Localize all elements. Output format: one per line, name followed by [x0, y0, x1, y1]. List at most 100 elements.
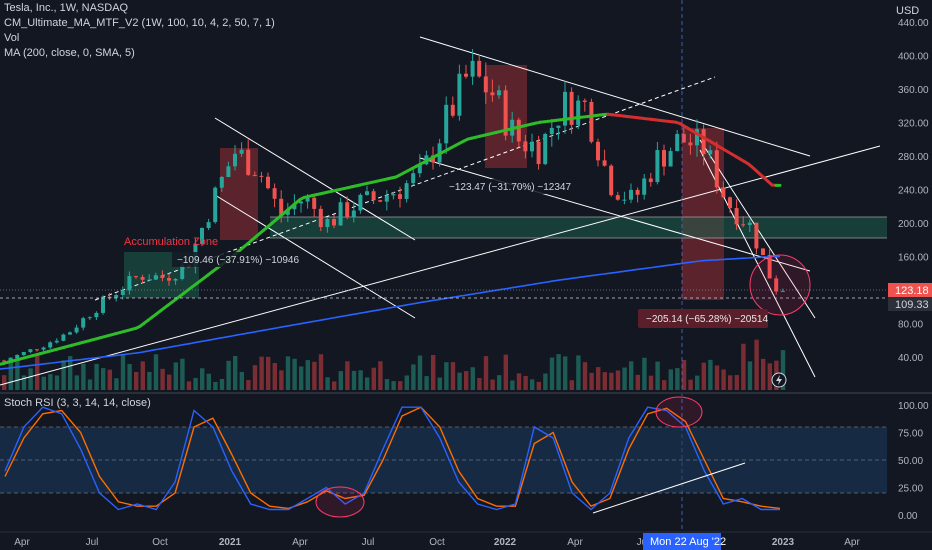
currency-label: USD [896, 5, 919, 17]
volume-bar [74, 375, 79, 390]
volume-bar [134, 371, 139, 390]
volume-bar [734, 375, 739, 390]
volume-bar [61, 360, 66, 390]
crosshair-date-badge [643, 533, 721, 550]
volume-bar [378, 361, 383, 390]
candle-body [180, 264, 185, 280]
volume-bar [457, 372, 462, 390]
trendline-long-support [0, 145, 881, 386]
price-tick-label: 320.00 [898, 119, 929, 130]
candle-body [536, 141, 541, 165]
drop1-label: −109.46 (−37.91%) −10946 [177, 255, 299, 266]
circle-rsi-low [315, 486, 365, 518]
volume-bar [681, 359, 687, 390]
candle-body [325, 219, 330, 228]
volume-bar [160, 368, 165, 390]
candle-body [61, 334, 66, 341]
legend-stoch-rsi[interactable]: Stoch RSI (3, 3, 14, 14, close) [4, 397, 151, 409]
candle-body [87, 317, 92, 319]
volume-bar [728, 375, 733, 390]
volume-bar [219, 378, 225, 390]
price-tick-label: 80.00 [898, 320, 923, 331]
ma200-line [0, 255, 780, 370]
candle-body [701, 129, 706, 155]
price-tick-label: 200.00 [898, 219, 929, 230]
volume-bar [180, 358, 185, 390]
volume-bar [246, 380, 251, 390]
price-tick-label: 280.00 [898, 152, 929, 163]
candle-body [140, 277, 145, 280]
volume-bar [602, 372, 607, 390]
volume-bar [48, 374, 53, 390]
candle-body [292, 203, 297, 210]
volume-bar [186, 381, 192, 390]
candle-body [246, 149, 251, 175]
rsi-axis[interactable]: 0.00 25.00 50.00 75.00 100.00 [898, 401, 929, 522]
volume-bar [233, 355, 238, 390]
volume-bar [120, 354, 126, 390]
price-tick-label: 240.00 [898, 186, 929, 197]
low-price-badge [888, 297, 932, 311]
volume-bar [285, 356, 291, 390]
volume-bar [2, 375, 7, 390]
time-tick-label: Jul [86, 537, 99, 548]
price-tick-label: 440.00 [898, 18, 929, 29]
candle-body [754, 222, 759, 249]
volume-bar [576, 355, 581, 390]
volume-bar [629, 361, 634, 390]
volume-bar [424, 376, 429, 390]
candle-body [503, 90, 508, 136]
volume-bar [21, 375, 27, 390]
volume-bar [167, 374, 172, 390]
candle-body [497, 90, 501, 96]
candle-body [490, 92, 495, 96]
candle-body [747, 222, 752, 226]
legend-indicator-ma200[interactable]: MA (200, close, 0, SMA, 5) [4, 47, 135, 59]
time-tick-label: Oct [152, 537, 168, 548]
candle-body [450, 104, 455, 116]
volume-bar [8, 357, 13, 390]
candle-body [741, 224, 746, 226]
legend-symbol[interactable]: Tesla, Inc., 1W, NASDAQ [4, 2, 129, 14]
volume-bar [668, 369, 673, 390]
time-tick-label: Apr [567, 537, 583, 548]
price-tick-label: 400.00 [898, 52, 929, 63]
candle-body [774, 278, 779, 292]
rsi-tick-label: 25.00 [898, 484, 923, 495]
time-tick-label: 2021 [219, 537, 242, 548]
candle-body [345, 202, 350, 218]
volume-bar [226, 360, 231, 390]
volume-bar [35, 354, 40, 390]
candle-body [391, 194, 396, 196]
volume-bar [761, 358, 766, 390]
legend-indicator-ultimate-ma[interactable]: CM_Ultimate_MA_MTF_V2 (1W, 100, 10, 4, 2… [4, 17, 275, 29]
candle-body [549, 127, 554, 134]
candle-body [563, 91, 567, 126]
volume-bar [398, 381, 403, 390]
volume-bar [68, 356, 73, 390]
drop3-label-bg [638, 309, 768, 328]
candle-body [134, 276, 138, 278]
volume-bar [780, 350, 786, 390]
candle-body [384, 195, 389, 202]
candle-body [708, 150, 713, 155]
candle-body [81, 318, 86, 328]
candle-body [252, 174, 257, 176]
candle-body [761, 248, 765, 256]
volume-bar [747, 361, 753, 390]
volume-bar [721, 369, 726, 390]
volume-bar [543, 373, 548, 390]
volume-bar [239, 371, 244, 390]
candle-body [48, 342, 53, 348]
time-tick-label: 2023 [772, 537, 795, 548]
candle-body [173, 279, 178, 281]
candle-body [635, 189, 640, 195]
legend-indicator-vol[interactable]: Vol [4, 32, 20, 44]
drop2-label-bg [445, 179, 549, 194]
candle-body [332, 219, 336, 226]
candle-body [378, 200, 383, 202]
volume-bar [635, 374, 640, 390]
candle-body [358, 194, 363, 211]
price-tick-label: 160.00 [898, 253, 929, 264]
